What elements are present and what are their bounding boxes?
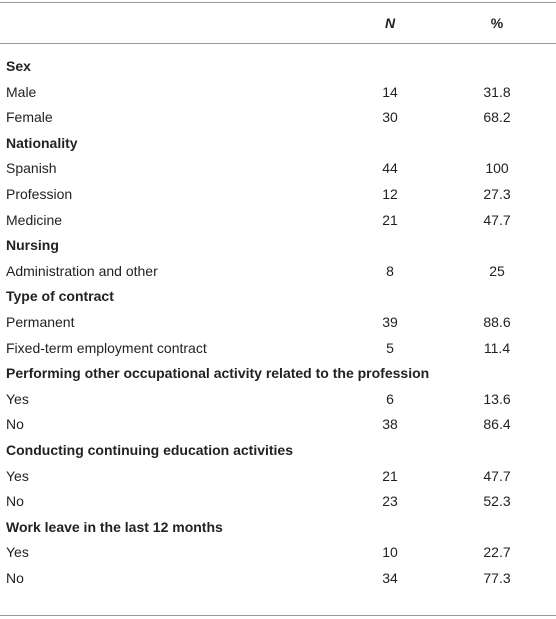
row-label: Administration and other bbox=[6, 262, 158, 279]
row-n: 44 bbox=[382, 160, 398, 177]
row-percent: 13.6 bbox=[483, 390, 511, 407]
row-percent: 27.3 bbox=[483, 186, 511, 202]
row-label: Male bbox=[6, 83, 37, 100]
row-percent: 86.4 bbox=[483, 416, 511, 433]
header-rule bbox=[0, 43, 556, 44]
row-label: Fixed-term employment contract bbox=[6, 339, 207, 356]
section-title: Sex bbox=[6, 58, 31, 74]
top-rule bbox=[0, 2, 556, 3]
row-n: 38 bbox=[382, 416, 398, 433]
row-percent: 31.8 bbox=[483, 83, 511, 100]
row-n: 21 bbox=[382, 211, 398, 228]
row-n: 5 bbox=[386, 339, 394, 356]
row-n: 10 bbox=[382, 544, 398, 561]
row-n: 14 bbox=[382, 83, 398, 100]
section-title: Nursing bbox=[6, 237, 59, 254]
section-title: Type of contract bbox=[6, 288, 114, 305]
header-percent: % bbox=[490, 15, 504, 31]
row-percent: 68.2 bbox=[483, 109, 511, 126]
row-label: Spanish bbox=[6, 160, 57, 177]
row-n: 21 bbox=[382, 467, 398, 484]
row-label: No bbox=[6, 493, 24, 510]
row-percent: 47.7 bbox=[483, 467, 511, 484]
row-label: Permanent bbox=[6, 314, 75, 330]
section-title: Work leave in the last 12 months bbox=[6, 518, 223, 535]
row-n: 12 bbox=[382, 186, 398, 202]
row-label: Yes bbox=[6, 544, 29, 561]
row-percent: 47.7 bbox=[483, 211, 511, 228]
row-percent: 88.6 bbox=[483, 314, 511, 330]
row-percent: 25 bbox=[489, 262, 505, 279]
row-label: Yes bbox=[6, 467, 29, 484]
row-label: Yes bbox=[6, 390, 29, 407]
row-n: 6 bbox=[386, 390, 394, 407]
row-label: Female bbox=[6, 109, 53, 126]
row-n: 30 bbox=[382, 109, 398, 126]
row-n: 39 bbox=[382, 314, 398, 330]
row-n: 8 bbox=[386, 262, 394, 279]
header-n: N bbox=[384, 15, 396, 31]
row-label: No bbox=[6, 570, 24, 586]
section-title: Conducting continuing education activiti… bbox=[6, 442, 294, 458]
section-title: Performing other occupational activity r… bbox=[6, 365, 430, 382]
section-title: Nationality bbox=[6, 134, 78, 151]
row-label: Medicine bbox=[6, 211, 63, 228]
row-label: No bbox=[6, 416, 24, 433]
row-percent: 52.3 bbox=[483, 493, 511, 510]
row-percent: 100 bbox=[485, 160, 509, 177]
row-percent: 11.4 bbox=[483, 339, 511, 356]
row-label: Profession bbox=[6, 186, 73, 202]
row-n: 34 bbox=[382, 570, 398, 586]
row-percent: 22.7 bbox=[483, 544, 511, 561]
bottom-rule bbox=[0, 615, 556, 616]
row-n: 23 bbox=[382, 493, 398, 510]
row-percent: 77.3 bbox=[483, 570, 511, 586]
